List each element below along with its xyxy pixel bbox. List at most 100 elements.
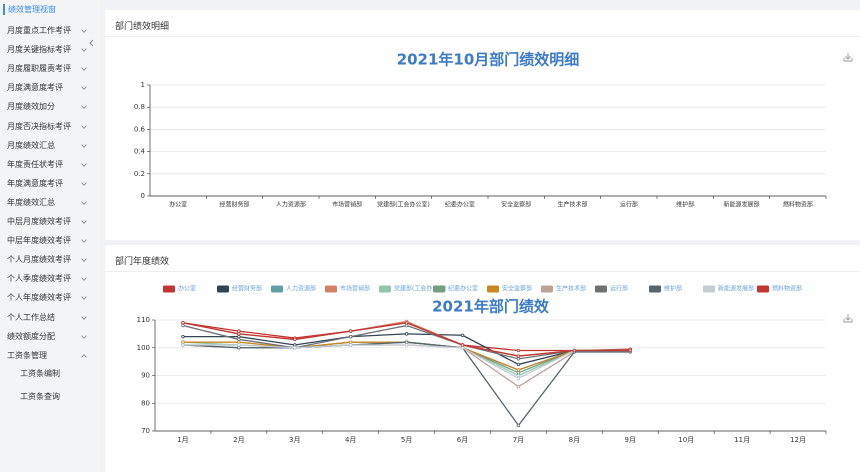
menu-item[interactable]: 中层月度绩效考评: [7, 217, 71, 226]
download-icon[interactable]: [843, 314, 853, 323]
x-tick-label: 9月: [625, 436, 636, 444]
y-tick-label: 0: [141, 192, 145, 200]
legend-label: 经营财务部: [232, 285, 262, 293]
data-point: [349, 340, 353, 344]
menu-group[interactable]: 工资条管理: [7, 350, 47, 360]
data-point: [349, 329, 353, 333]
menu-item[interactable]: 年度满意度考评: [7, 178, 63, 188]
data-point: [404, 332, 409, 336]
data-point: [516, 357, 521, 361]
data-point: [181, 323, 185, 328]
divider: [105, 36, 860, 37]
menu-item[interactable]: 年度绩效汇总: [7, 197, 55, 207]
data-point: [237, 343, 241, 347]
legend-label: 维护部: [664, 285, 682, 293]
x-tick-label: 市场营销部: [332, 201, 362, 209]
panel-title: 部门绩效明细: [115, 22, 170, 32]
legend-swatch: [217, 285, 229, 293]
legend-swatch: [487, 285, 499, 293]
x-tick-label: 燃料物资部: [783, 201, 813, 209]
legend-swatch: [649, 285, 661, 293]
x-tick-label: 12月: [790, 436, 806, 444]
menu-item[interactable]: 月度重点工作考评: [7, 26, 71, 35]
menu-item[interactable]: 月度绩效汇总: [7, 140, 55, 150]
y-tick-label: 100: [137, 344, 150, 352]
data-point: [404, 343, 409, 347]
data-point: [293, 337, 297, 342]
x-tick-label: 1月: [177, 436, 188, 444]
menu-item[interactable]: 月度关键指标考评: [7, 45, 71, 55]
menu-item[interactable]: 月度否决指标考评: [7, 121, 71, 131]
data-point: [237, 332, 241, 336]
legend-label: 纪委办公室: [448, 285, 478, 293]
x-tick-label: 维护部: [676, 201, 694, 209]
legend-swatch: [271, 285, 283, 293]
submenu-item[interactable]: 工资条编制: [20, 368, 60, 378]
data-point: [516, 354, 521, 358]
legend-swatch: [757, 285, 769, 293]
x-tick-label: 8月: [569, 436, 580, 444]
collapse-icon[interactable]: [89, 39, 94, 47]
x-tick-label: 2月: [233, 436, 244, 444]
data-point: [237, 346, 241, 350]
data-point: [516, 368, 521, 372]
x-tick-label: 办公室: [169, 201, 187, 209]
y-tick-label: 90: [141, 372, 150, 380]
x-tick-label: 3月: [289, 436, 300, 444]
data-point: [181, 343, 185, 347]
x-tick-label: 人力资源部: [276, 201, 306, 209]
sidebar: 绩效管理视窗 月度重点工作考评 月度关键指标考评 月度履职履责考评 月度满意度考评 月度…: [0, 0, 100, 472]
menu-item[interactable]: 月度绩效加分: [7, 102, 55, 112]
submenu-item[interactable]: 工资条查询: [20, 391, 60, 401]
divider: [105, 271, 860, 272]
legend-label: 人力资源部: [286, 285, 316, 293]
menu-item[interactable]: 中层年度绩效考评: [7, 236, 71, 246]
data-point: [237, 329, 241, 333]
menu-item[interactable]: 绩效额度分配: [7, 331, 55, 341]
sidebar-title[interactable]: 绩效管理视窗: [3, 4, 56, 15]
download-icon[interactable]: [843, 53, 853, 62]
panel-title: 部门年度绩效: [115, 257, 170, 267]
menu-item[interactable]: 月度满意度考评: [7, 83, 63, 93]
data-point: [181, 334, 185, 339]
x-tick-label: 纪委办公室: [445, 201, 475, 209]
data-point: [460, 346, 465, 350]
x-tick-label: 7月: [513, 436, 524, 444]
legend-label: 运行部: [610, 285, 628, 293]
y-tick-label: 80: [141, 399, 150, 407]
data-point: [237, 334, 241, 339]
menu-item[interactable]: 个人工作总结: [7, 312, 55, 322]
menu-item[interactable]: 年度责任状考评: [7, 159, 63, 169]
data-point: [516, 376, 521, 380]
data-point: [181, 340, 185, 344]
data-point: [460, 343, 465, 347]
legend-swatch: [595, 285, 607, 293]
menu-item[interactable]: 个人年度绩效考评: [7, 293, 71, 303]
data-point: [572, 348, 577, 353]
y-tick-label: 0.6: [134, 125, 146, 133]
data-point: [628, 348, 632, 353]
menu-item[interactable]: 个人季度绩效考评: [7, 274, 71, 284]
menu-item[interactable]: 月度履职履责考评: [7, 64, 71, 74]
legend-label: 办公室: [178, 285, 196, 293]
legend-swatch: [541, 285, 553, 293]
y-tick-label: 0.2: [134, 170, 145, 178]
y-tick-label: 110: [137, 316, 150, 324]
data-point: [516, 371, 521, 375]
data-point: [516, 362, 521, 367]
legend-label: 燃料物资部: [772, 285, 802, 293]
x-tick-label: 生产技术部: [557, 201, 587, 209]
x-tick-label: 10月: [678, 436, 694, 444]
y-tick-label: 70: [141, 427, 150, 435]
data-point: [516, 423, 521, 428]
legend-label: 党建部(工会办公室): [394, 285, 447, 293]
legend-label: 生产技术部: [556, 285, 586, 293]
legend-swatch: [325, 285, 337, 293]
x-tick-label: 安全监察部: [501, 201, 531, 209]
menu-item[interactable]: 个人月度绩效考评: [7, 255, 71, 265]
x-tick-label: 经营财务部: [219, 201, 249, 209]
x-tick-label: 6月: [457, 436, 468, 444]
data-point: [404, 321, 409, 325]
